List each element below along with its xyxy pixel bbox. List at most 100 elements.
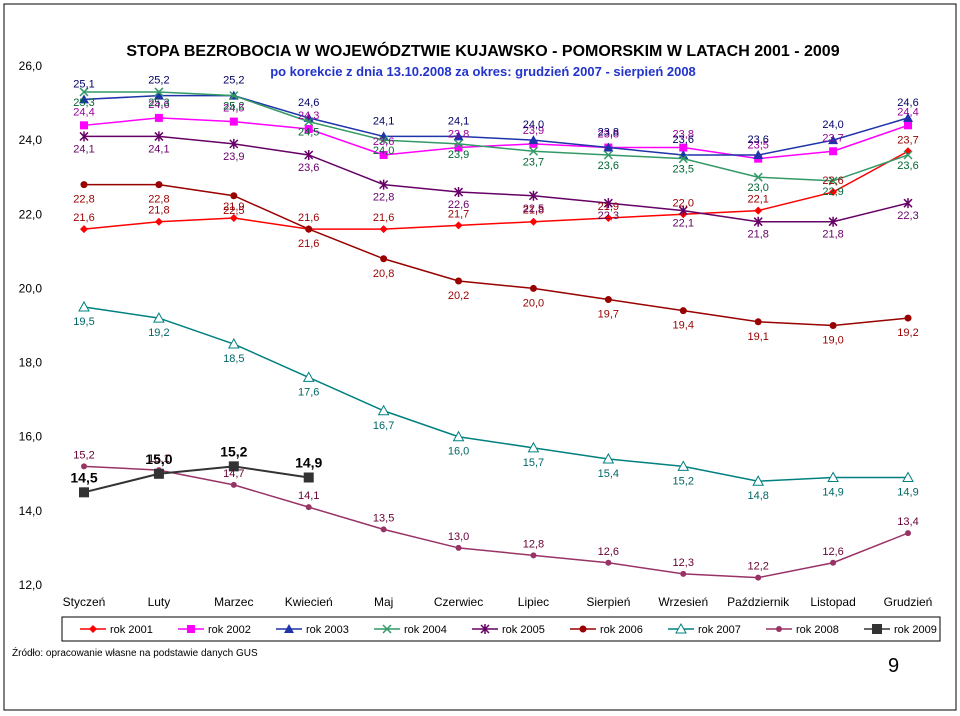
- data-label: 22,8: [373, 192, 394, 204]
- chart-border: [3, 3, 957, 711]
- data-point: [678, 154, 688, 164]
- data-label: 16,7: [373, 420, 394, 432]
- data-point: [754, 318, 762, 326]
- data-point: [304, 125, 313, 134]
- data-label: 14,1: [298, 490, 319, 502]
- data-point: [530, 552, 537, 559]
- x-category-label: Styczeń: [63, 595, 106, 609]
- data-point: [154, 113, 163, 122]
- data-point: [153, 312, 165, 323]
- data-label: 24,4: [897, 106, 918, 118]
- y-tick-label: 14,0: [19, 504, 43, 518]
- x-category-label: Czerwiec: [434, 595, 483, 609]
- data-point: [305, 504, 312, 511]
- data-label: 21,6: [373, 212, 394, 224]
- legend-item: rok 2005: [472, 624, 545, 636]
- data-point: [527, 441, 540, 453]
- data-label: 24,0: [523, 119, 544, 131]
- data-label: 23,5: [747, 140, 768, 152]
- data-point: [829, 322, 837, 329]
- data-label: 19,0: [822, 335, 843, 347]
- data-label: 22,6: [448, 199, 469, 211]
- data-point: [604, 296, 612, 304]
- data-point: [380, 255, 388, 263]
- data-point: [380, 526, 387, 533]
- legend: rok 2001 rok 2002 rok 2003 rok 2004 rok 2005…: [80, 622, 937, 636]
- y-axis: 26,0 24,0 22,0 20,0 18,0 16,0 14,0 12,0: [19, 59, 43, 592]
- data-label: 23,7: [822, 132, 843, 144]
- data-label: 23,6: [897, 160, 918, 172]
- data-label: 12,2: [747, 561, 768, 573]
- x-category-label: Październik: [727, 595, 790, 609]
- x-category-label: Grudzień: [884, 595, 933, 609]
- series-line: [83, 117, 909, 160]
- legend-item: rok 2009: [864, 624, 937, 636]
- data-label: 17,6: [298, 386, 319, 398]
- data-label: 21,8: [148, 205, 169, 217]
- series-line: [84, 183, 909, 327]
- data-point: [229, 117, 238, 126]
- data-label: 12,6: [822, 546, 843, 558]
- data-point: [229, 91, 239, 101]
- legend-label: rok 2003: [306, 624, 349, 636]
- data-point: [377, 404, 390, 416]
- data-point: [604, 213, 613, 222]
- data-point: [829, 147, 838, 156]
- x-category-label: Kwiecień: [285, 595, 333, 609]
- legend-label: rok 2002: [208, 624, 251, 636]
- data-label: 14,9: [897, 486, 918, 498]
- series-line: [83, 465, 309, 494]
- y-tick-label: 24,0: [19, 133, 43, 147]
- data-label: 21,8: [523, 205, 544, 217]
- legend-label: rok 2009: [894, 624, 937, 636]
- data-point: [603, 198, 613, 209]
- data-label: 16,0: [448, 446, 469, 458]
- data-label: 22,5: [223, 205, 244, 217]
- data-point: [755, 574, 762, 581]
- data-label: 22,1: [747, 194, 768, 206]
- x-axis: Styczeń Luty Marzec Kwiecień Maj Czerwiec Lipi…: [63, 595, 933, 609]
- data-label: 21,6: [298, 238, 319, 250]
- data-label: 15,1: [148, 453, 169, 465]
- legend-label: rok 2004: [404, 624, 447, 636]
- data-label: 24,6: [148, 99, 169, 111]
- data-point: [829, 188, 838, 197]
- data-label: 12,8: [523, 538, 544, 550]
- data-point: [454, 139, 464, 149]
- data-point: [229, 138, 239, 149]
- data-point: [154, 131, 164, 142]
- x-category-label: Maj: [374, 595, 393, 609]
- data-point: [679, 143, 688, 152]
- data-label: 24,5: [223, 103, 244, 115]
- data-point: [452, 430, 465, 442]
- data-point: [454, 143, 463, 152]
- legend-item: rok 2002: [178, 624, 251, 636]
- data-point: [903, 112, 913, 122]
- legend-item: rok 2004: [374, 624, 447, 636]
- data-point: [827, 471, 839, 482]
- data-label: 15,2: [673, 475, 694, 487]
- chart-title: STOPA BEZROBOCIA W WOJEWÓDZTWIE KUJAWSKO…: [126, 41, 839, 60]
- data-point: [480, 624, 490, 634]
- y-tick-label: 26,0: [19, 59, 43, 73]
- y-tick-label: 20,0: [19, 281, 43, 295]
- data-point: [528, 146, 538, 156]
- legend-box: [61, 616, 941, 642]
- data-label: 24,1: [373, 115, 394, 127]
- data-point: [154, 217, 163, 226]
- data-point: [828, 216, 838, 227]
- data-point: [227, 338, 240, 349]
- data-label: 14,9: [295, 454, 322, 470]
- data-point: [753, 149, 764, 159]
- data-point: [79, 131, 89, 142]
- data-point: [155, 181, 163, 189]
- source-note: Źródło: opracowanie własne na podstawie …: [12, 646, 258, 659]
- series-line: [83, 465, 909, 579]
- data-label: 22,0: [673, 197, 694, 209]
- data-point: [830, 559, 837, 566]
- legend-item: rok 2001: [80, 624, 153, 636]
- data-label: 23,8: [598, 129, 619, 141]
- data-point: [89, 625, 97, 633]
- data-label: 24,4: [73, 106, 94, 118]
- data-point: [454, 187, 464, 198]
